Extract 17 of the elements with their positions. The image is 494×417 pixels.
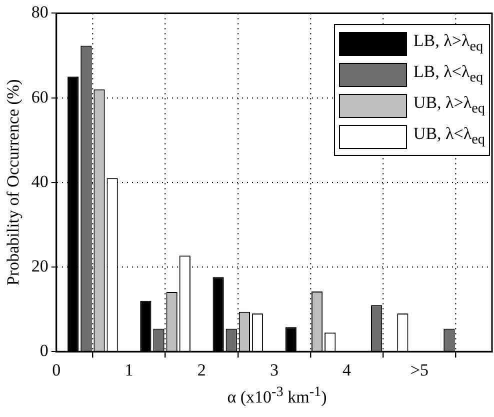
x-tick-label: 4 (342, 360, 352, 380)
legend-label: LB, λ<λ$_{eq}$ (413, 62, 484, 87)
y-tick-label: 80 (31, 2, 48, 22)
y-tick-label: 20 (31, 256, 48, 276)
legend-label: UB, λ<λ$_{eq}$ (413, 124, 485, 149)
x-tick-label: 2 (197, 360, 206, 380)
x-axis-title: α (x10$^{-3}$ km$^{-1}$) (226, 384, 328, 408)
x-tick-label: 1 (124, 360, 134, 380)
x-tick-label: 3 (270, 360, 278, 380)
y-tick-label: 60 (31, 87, 48, 106)
x-tick-label: >5 (410, 360, 428, 380)
y-axis-title: Probability of Occurrence (%) (4, 79, 23, 286)
y-tick-label: 40 (31, 172, 48, 191)
legend-label: LB, λ>λ$_{eq}$ (413, 31, 484, 56)
legend-label: UB, λ>λ$_{eq}$ (413, 93, 485, 118)
x-tick-label: 0 (52, 360, 61, 380)
y-tick-label: 0 (40, 341, 48, 360)
